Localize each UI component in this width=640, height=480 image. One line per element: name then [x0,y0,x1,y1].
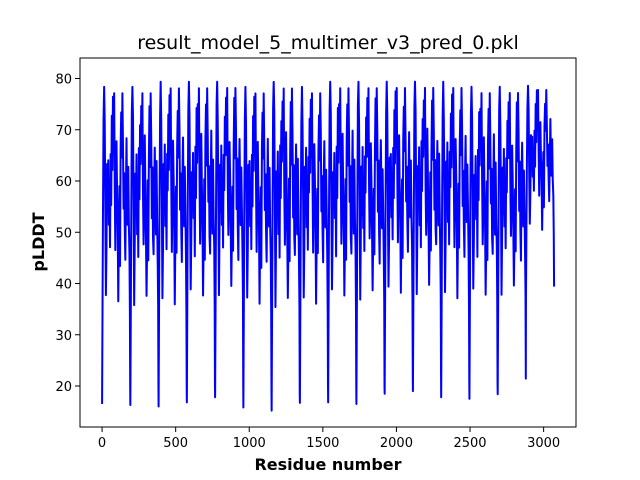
chart-title: result_model_5_multimer_v3_pred_0.pkl [137,32,519,54]
x-tick-label: 1000 [233,436,266,451]
y-tick-label: 80 [55,73,72,88]
y-tick-label: 70 [55,124,72,139]
series-line-plddt [101,80,556,412]
y-axis-label: pLDDT [29,212,48,271]
y-tick-label: 40 [55,278,72,293]
plot-area [79,57,577,428]
x-tick-label: 0 [98,436,106,451]
x-tick-label: 3000 [527,436,560,451]
y-axis-ticks: 20 30 40 50 60 70 80 [55,73,80,395]
y-tick-label: 60 [55,175,72,190]
y-tick-label: 20 [55,380,72,395]
x-tick-label: 2000 [380,436,413,451]
y-tick-label: 50 [55,226,72,241]
x-tick-label: 2500 [453,436,486,451]
x-tick-label: 500 [163,436,188,451]
x-axis-label: Residue number [254,455,401,474]
x-tick-label: 1500 [306,436,339,451]
y-tick-label: 30 [55,329,72,344]
plot-frame [79,57,577,428]
x-axis-ticks: 0 500 1000 1500 2000 2500 3000 [98,427,560,451]
